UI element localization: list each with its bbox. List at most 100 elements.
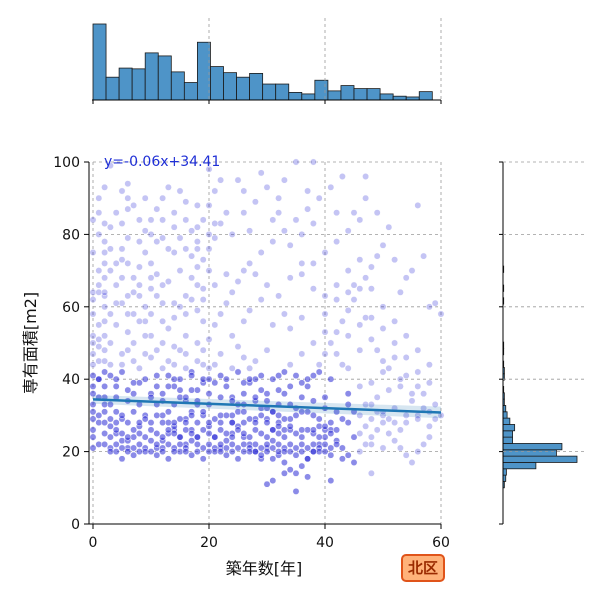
scatter-point bbox=[321, 393, 329, 401]
x-hist-bar bbox=[314, 79, 329, 101]
scatter-point bbox=[338, 444, 346, 452]
scatter-point bbox=[257, 169, 265, 177]
scatter-point bbox=[205, 230, 213, 238]
scatter-point bbox=[170, 343, 178, 351]
scatter-point bbox=[124, 205, 132, 213]
scatter-point bbox=[182, 310, 190, 318]
scatter-point bbox=[257, 372, 265, 380]
scatter-point bbox=[304, 205, 312, 213]
scatter-point bbox=[414, 382, 422, 390]
scatter-point bbox=[234, 368, 242, 376]
right-marginal-histogram bbox=[502, 265, 578, 489]
scatter-point bbox=[205, 245, 213, 253]
scatter-point bbox=[425, 379, 433, 387]
scatter-point bbox=[182, 393, 190, 401]
scatter-point bbox=[391, 437, 399, 445]
scatter-point bbox=[414, 346, 422, 354]
scatter-point bbox=[130, 339, 138, 347]
scatter-point bbox=[170, 314, 178, 322]
scatter-point bbox=[153, 440, 161, 448]
scatter-point bbox=[141, 317, 149, 325]
scatter-point bbox=[286, 325, 294, 332]
y-tick-label: 80 bbox=[62, 227, 80, 243]
scatter-point bbox=[275, 292, 283, 300]
scatter-point bbox=[211, 415, 219, 423]
scatter-point bbox=[275, 422, 283, 430]
scatter-point bbox=[344, 390, 352, 398]
scatter-point bbox=[141, 433, 149, 441]
scatter-point bbox=[298, 393, 306, 401]
scatter-point bbox=[101, 220, 109, 227]
scatter-point bbox=[292, 451, 300, 459]
scatter-point bbox=[164, 325, 172, 332]
scatter-point bbox=[286, 361, 294, 369]
scatter-point bbox=[286, 415, 294, 423]
scatter-point bbox=[356, 448, 364, 456]
scatter-point bbox=[141, 332, 149, 340]
scatter-point bbox=[333, 281, 341, 289]
scatter-point bbox=[362, 422, 370, 430]
scatter-point bbox=[298, 314, 306, 322]
scatter-point bbox=[333, 328, 341, 336]
scatter-point bbox=[257, 451, 265, 459]
x-hist-bar bbox=[223, 72, 237, 101]
x-hist-bar bbox=[157, 55, 172, 101]
scatter-point bbox=[396, 444, 404, 452]
scatter-point bbox=[101, 401, 109, 408]
scatter-point bbox=[251, 198, 259, 206]
scatter-point bbox=[263, 419, 271, 427]
scatter-point bbox=[153, 451, 161, 459]
scatter-point bbox=[135, 238, 143, 246]
scatter-point bbox=[147, 448, 155, 456]
scatter-point bbox=[170, 382, 178, 390]
scatter-point bbox=[135, 317, 143, 325]
scatter-point bbox=[89, 249, 97, 256]
scatter-point bbox=[414, 448, 422, 456]
scatter-point bbox=[124, 386, 132, 394]
scatter-point bbox=[118, 411, 126, 419]
scatter-point bbox=[286, 382, 294, 390]
scatter-point bbox=[379, 444, 387, 452]
scatter-point bbox=[106, 372, 114, 380]
scatter-point bbox=[420, 440, 428, 448]
scatter-point bbox=[211, 321, 219, 329]
scatter-point bbox=[402, 419, 410, 427]
scatter-point bbox=[95, 411, 103, 419]
scatter-point bbox=[222, 270, 230, 278]
scatter-point bbox=[402, 332, 410, 340]
scatter-point bbox=[101, 430, 109, 437]
scatter-point bbox=[89, 216, 97, 224]
scatter-point bbox=[350, 209, 358, 217]
scatter-point bbox=[124, 419, 132, 427]
scatter-point bbox=[164, 372, 172, 380]
y-tick-label: 60 bbox=[62, 300, 80, 316]
scatter-point bbox=[286, 448, 294, 456]
top-marginal-histogram bbox=[92, 23, 433, 101]
scatter-point bbox=[89, 444, 97, 452]
y-hist-bar bbox=[502, 430, 513, 438]
scatter-point bbox=[164, 245, 172, 253]
scatter-point bbox=[193, 386, 201, 394]
scatter-point bbox=[95, 440, 103, 448]
scatter-point bbox=[228, 411, 236, 419]
scatter-point bbox=[327, 477, 335, 485]
scatter-point bbox=[240, 354, 248, 361]
scatter-point bbox=[141, 415, 149, 423]
scatter-point bbox=[95, 419, 103, 427]
scatter-point bbox=[188, 372, 196, 380]
scatter-point bbox=[222, 451, 230, 459]
x-hist-bar bbox=[275, 83, 290, 101]
scatter-point bbox=[280, 310, 288, 318]
scatter-point bbox=[333, 209, 341, 217]
scatter-point bbox=[95, 230, 103, 238]
scatter-point bbox=[106, 245, 114, 253]
scatter-point bbox=[240, 448, 248, 456]
scatter-point bbox=[257, 444, 265, 452]
scatter-point bbox=[228, 419, 236, 427]
scatter-point bbox=[95, 335, 103, 343]
scatter-point bbox=[309, 448, 317, 456]
scatter-point bbox=[124, 180, 132, 188]
scatter-point bbox=[315, 448, 323, 456]
scatter-point bbox=[396, 382, 404, 390]
scatter-point bbox=[199, 375, 207, 383]
